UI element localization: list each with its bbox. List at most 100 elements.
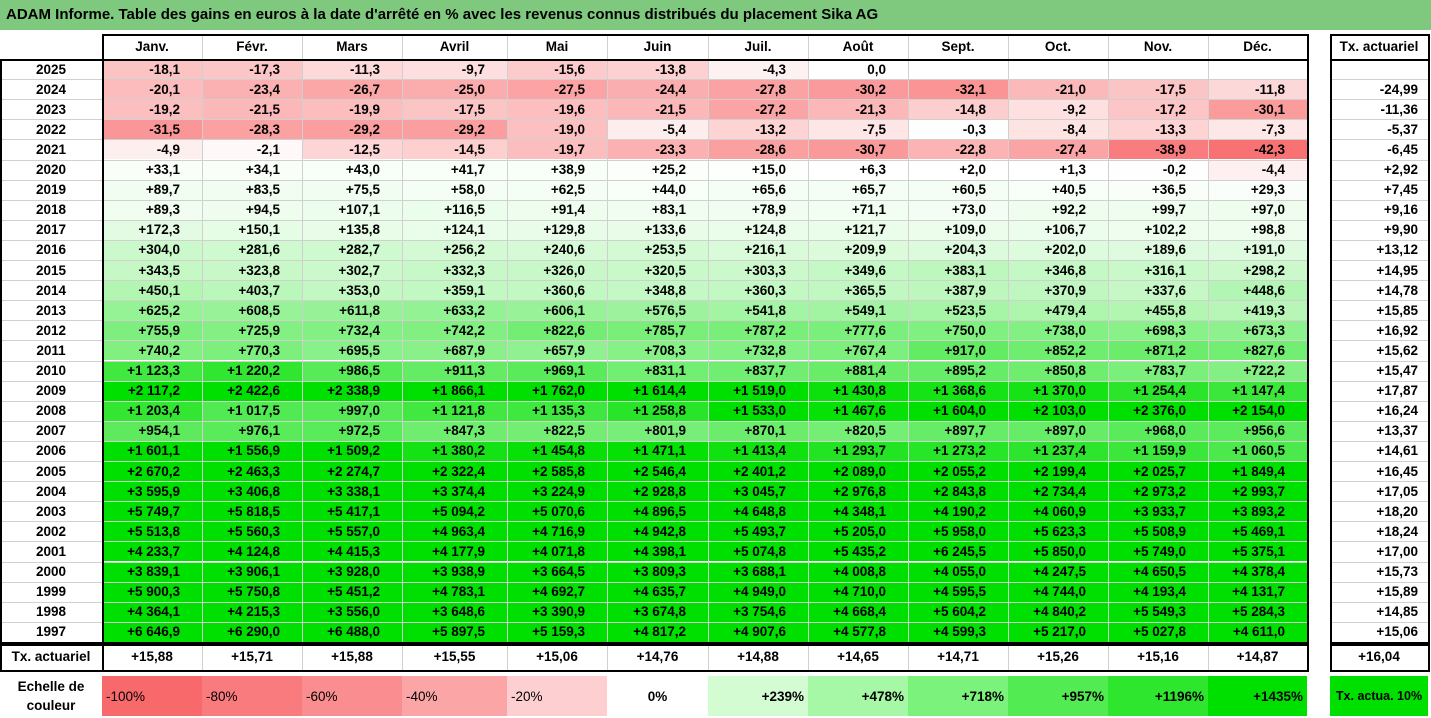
legend-swatch: +718% (908, 676, 1008, 716)
gain-cell: +40,5 (1008, 179, 1108, 200)
gain-cell: +750,0 (908, 320, 1008, 341)
row-year-2016: 2016 (0, 239, 102, 260)
gain-cell: +3 893,2 (1208, 501, 1307, 522)
gain-cell: +4 840,2 (1008, 601, 1108, 622)
gain-cell: +4 907,6 (708, 621, 808, 642)
row-rate-2004: +17,05 (1330, 481, 1428, 502)
gain-cell: +73,0 (908, 199, 1008, 220)
grid-line (0, 260, 1307, 261)
gain-cell: +5 604,2 (908, 601, 1008, 622)
gain-cell: +2 322,4 (402, 461, 507, 482)
gain-cell (908, 59, 1008, 80)
grid-line (0, 541, 1307, 543)
gain-cell: +657,9 (507, 340, 607, 361)
gain-cell: +256,2 (402, 239, 507, 260)
gain-cell: -11,8 (1208, 79, 1307, 100)
gain-cell: +479,4 (1008, 300, 1108, 321)
gain-cell: +831,1 (607, 360, 708, 381)
gain-cell: +956,6 (1208, 420, 1307, 441)
grid-line (0, 179, 1307, 181)
grid-line (1330, 219, 1428, 221)
gain-cell: +65,6 (708, 179, 808, 200)
gain-cell: -27,4 (1008, 139, 1108, 160)
gain-cell: +1 159,9 (1108, 440, 1208, 461)
gain-cell: +917,0 (908, 340, 1008, 361)
gain-cell: +191,0 (1208, 239, 1307, 260)
gain-cell: +1 380,2 (402, 440, 507, 461)
gain-cell: +2 843,8 (908, 481, 1008, 502)
grid-line (0, 420, 1307, 422)
grid-line (1008, 34, 1009, 670)
gain-cell: +4 716,9 (507, 521, 607, 542)
gain-cell: +43,0 (302, 159, 402, 180)
gain-cell: 0,0 (808, 59, 908, 80)
gain-cell: -4,4 (1208, 159, 1307, 180)
gain-cell: +1 849,4 (1208, 461, 1307, 482)
gain-cell: +326,0 (507, 260, 607, 281)
grid-line (1330, 79, 1428, 81)
gain-cell: +281,6 (202, 239, 302, 260)
gain-cell: -32,1 (908, 79, 1008, 100)
legend-swatch: 0% (607, 676, 708, 716)
legend-swatch: +957% (1008, 676, 1108, 716)
gain-cell: +783,7 (1108, 360, 1208, 381)
gain-cell: +3 674,8 (607, 601, 708, 622)
grid-line (1330, 643, 1428, 646)
gain-cell: -25,0 (402, 79, 507, 100)
gain-cell: +5 469,1 (1208, 521, 1307, 542)
grid-line (1330, 34, 1428, 36)
gain-cell: +124,8 (708, 219, 808, 240)
gain-cell: +972,5 (302, 420, 402, 441)
gain-cell: +3 648,6 (402, 601, 507, 622)
page-title: ADAM Informe. Table des gains en euros à… (0, 0, 1431, 30)
row-year-2008: 2008 (0, 400, 102, 421)
footer-rate-4: +15,55 (402, 643, 507, 670)
gain-cell: +5 217,0 (1008, 621, 1108, 642)
gain-cell: +1 556,9 (202, 440, 302, 461)
gain-cell: +1 430,8 (808, 380, 908, 401)
row-rate-1997: +15,06 (1330, 621, 1428, 642)
gain-cell: -30,1 (1208, 99, 1307, 120)
grid-line (1330, 461, 1428, 462)
gain-cell: +2 546,4 (607, 461, 708, 482)
gain-cell: +455,8 (1108, 300, 1208, 321)
gain-cell: +4 060,9 (1008, 501, 1108, 522)
gain-cell: +353,0 (302, 280, 402, 301)
gain-cell: -0,3 (908, 119, 1008, 140)
gain-cell: +1 121,8 (402, 400, 507, 421)
gain-cell: +820,5 (808, 420, 908, 441)
gain-cell: +968,0 (1108, 420, 1208, 441)
gain-cell: +4 055,0 (908, 561, 1008, 582)
gain-cell: +4 233,7 (102, 541, 202, 562)
gain-cell: +5 750,8 (202, 581, 302, 602)
gain-cell: -12,5 (302, 139, 402, 160)
row-rate-2010: +15,47 (1330, 360, 1428, 381)
row-rate-2015: +14,95 (1330, 260, 1428, 281)
gain-cell: +986,5 (302, 360, 402, 381)
gain-cell: +673,3 (1208, 320, 1307, 341)
footer-rate-6: +14,76 (607, 643, 708, 670)
gain-cell: +2,0 (908, 159, 1008, 180)
gain-cell: +3 045,7 (708, 481, 808, 502)
gain-cell: +997,0 (302, 400, 402, 421)
gain-cell: +320,5 (607, 260, 708, 281)
gain-cell: +5 749,0 (1108, 541, 1208, 562)
row-year-2011: 2011 (0, 340, 102, 361)
gain-cell: +189,6 (1108, 239, 1208, 260)
gain-cell: +755,9 (102, 320, 202, 341)
gain-cell: +5 074,8 (708, 541, 808, 562)
gain-cell: +102,2 (1108, 219, 1208, 240)
gain-cell: +1 601,1 (102, 440, 202, 461)
row-year-2003: 2003 (0, 501, 102, 522)
gain-cell: +3 938,9 (402, 561, 507, 582)
gain-cell: +98,8 (1208, 219, 1307, 240)
legend-swatch: +239% (708, 676, 808, 716)
gain-cell: +2 103,0 (1008, 400, 1108, 421)
gain-cell: +1 471,1 (607, 440, 708, 461)
grid-line (1330, 621, 1428, 623)
gain-cell: +1 866,1 (402, 380, 507, 401)
gain-cell: +302,7 (302, 260, 402, 281)
gain-cell: +359,1 (402, 280, 507, 301)
gain-cell: +611,8 (302, 300, 402, 321)
row-year-2025: 2025 (0, 59, 102, 80)
